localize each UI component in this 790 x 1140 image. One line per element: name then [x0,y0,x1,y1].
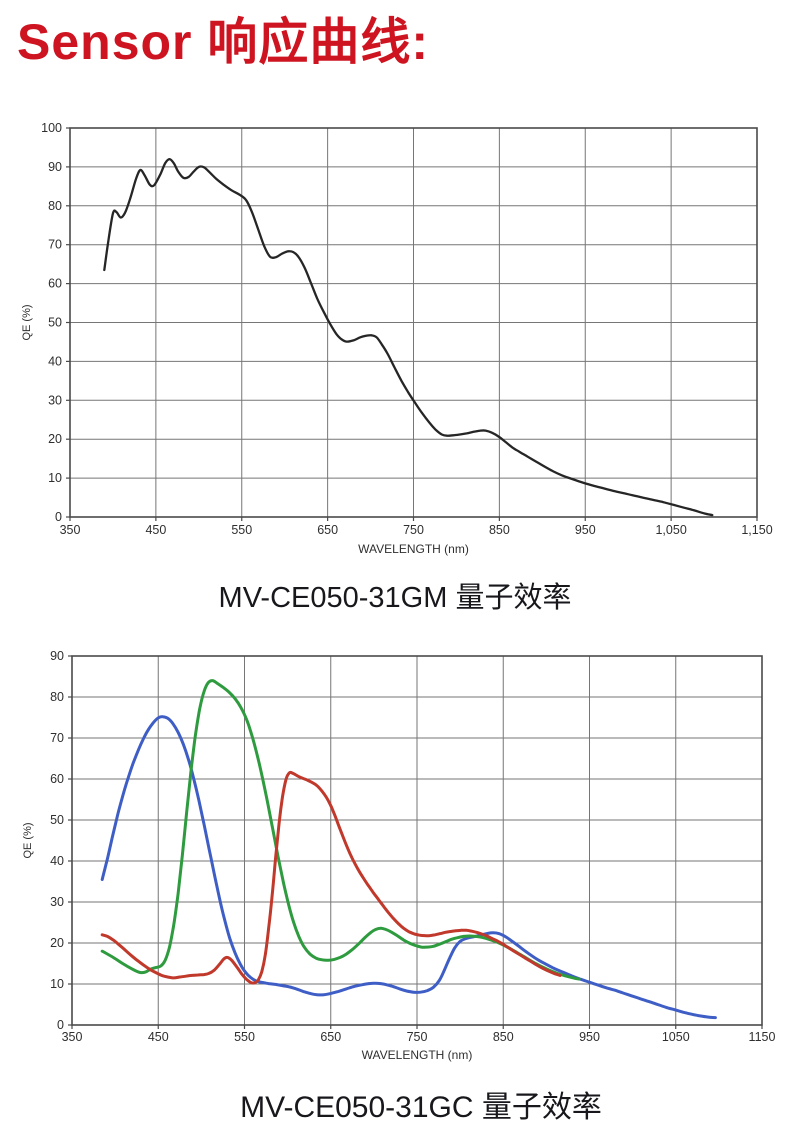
plot-area: 350 450 550 650 750 850 950 1,050 1,150 0 10 20 30 40… [21,121,773,556]
y-tick-label: 100 [41,121,62,135]
y-tick-label: 20 [50,936,64,950]
x-tick-label: 1,150 [741,523,772,537]
x-tick-label: 1050 [662,1030,690,1044]
y-tick-label: 90 [50,649,64,663]
x-tick-label: 1,050 [655,523,686,537]
y-tick-label: 20 [48,432,62,446]
y-tick-label: 50 [48,316,62,330]
y-tick-label: 70 [50,731,64,745]
x-tick-label: 550 [234,1030,255,1044]
x-axis-title: WAVELENGTH (nm) [358,542,469,556]
x-tick-label: 450 [145,523,166,537]
series-blue-channel-qe [100,715,717,1020]
series-red-channel-qe [100,770,562,985]
plot-area: 350 450 550 650 750 850 950 1050 1150 0 10 20 30 40 50… [22,649,775,1062]
y-tick-label: 10 [50,977,64,991]
color-qe-chart: 350 450 550 650 750 850 950 1050 1150 0 10 20 30 40 50… [22,649,775,1062]
x-tick-label: 850 [493,1030,514,1044]
x-tick-label: 550 [231,523,252,537]
x-tick-label: 850 [489,523,510,537]
y-tick-label: 70 [48,238,62,252]
x-tick-label: 750 [407,1030,428,1044]
y-tick-label: 40 [48,354,62,368]
y-tick-label: 90 [48,160,62,174]
color-qe-caption: MV-CE050-31GC 量子效率 [240,1091,602,1124]
y-tick-label: 80 [48,199,62,213]
x-tick-label: 650 [317,523,338,537]
y-tick-label: 60 [48,277,62,291]
y-axis-title: QE (%) [21,304,33,340]
x-tick-label: 950 [579,1030,600,1044]
x-tick-label: 350 [60,523,81,537]
y-tick-label: 30 [48,393,62,407]
mono-qe-caption: MV-CE050-31GM 量子效率 [218,582,572,614]
x-tick-label: 950 [575,523,596,537]
y-tick-label: 0 [57,1018,64,1032]
series-green-channel-qe [100,679,581,981]
x-tick-label: 350 [62,1030,83,1044]
y-tick-label: 50 [50,813,64,827]
x-tick-label: 1150 [749,1030,776,1044]
mono-qe-chart: 350 450 550 650 750 850 950 1,050 1,150 0 10 20 30 40… [21,121,773,556]
x-tick-label: 750 [403,523,424,537]
y-tick-label: 60 [50,772,64,786]
page-title: Sensor 响应曲线: [17,14,430,70]
y-tick-label: 40 [50,854,64,868]
y-tick-label: 80 [50,690,64,704]
x-tick-label: 450 [148,1030,169,1044]
x-tick-label: 650 [320,1030,341,1044]
y-axis-title: QE (%) [22,822,34,858]
series-monochrome-qe [103,157,714,517]
x-axis-title: WAVELENGTH (nm) [362,1048,473,1062]
y-tick-label: 10 [48,471,62,485]
y-tick-label: 30 [50,895,64,909]
y-tick-label: 0 [55,510,62,524]
